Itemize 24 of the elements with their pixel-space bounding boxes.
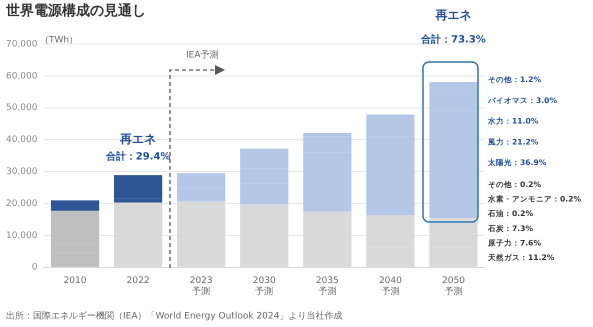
annotation: IEA予測	[186, 49, 218, 60]
y-tick-label: 20,000	[6, 198, 38, 209]
y-tick-label: 0	[32, 262, 38, 273]
y-tick-label: 70,000	[6, 39, 38, 50]
annotation: 合計：73.3%	[420, 34, 486, 46]
text: 出所：国際エネルギー機関（IEA）「World Energy Outlook 2024」より当社作成	[6, 310, 342, 322]
x-tick-label: 2035 予測	[316, 276, 339, 297]
x-tick-label: 2023 予測	[190, 276, 213, 297]
x-tick-label: 2022	[126, 276, 150, 286]
y-tick-label: 40,000	[6, 135, 38, 146]
annotation: 再エネ	[119, 132, 156, 146]
annotation: 合計：29.4%	[104, 150, 170, 163]
y-tick-label: 50,000	[6, 103, 38, 114]
x-tick-label: 2030 予測	[252, 276, 276, 297]
y-tick-label: 30,000	[6, 167, 38, 177]
y-tick-label: 10,000	[6, 230, 38, 241]
x-tick-label: 2050 予測	[442, 276, 466, 297]
bar	[50, 200, 100, 211]
chart-title: 世界電源構成の見通し	[6, 2, 146, 20]
y-axis-title: （TWh）	[40, 35, 78, 46]
x-tick-label: 2040 予測	[378, 276, 402, 297]
text: 再エネ	[434, 8, 472, 22]
y-tick-label: 60,000	[6, 71, 38, 82]
x-tick-label: 2010	[64, 276, 87, 286]
